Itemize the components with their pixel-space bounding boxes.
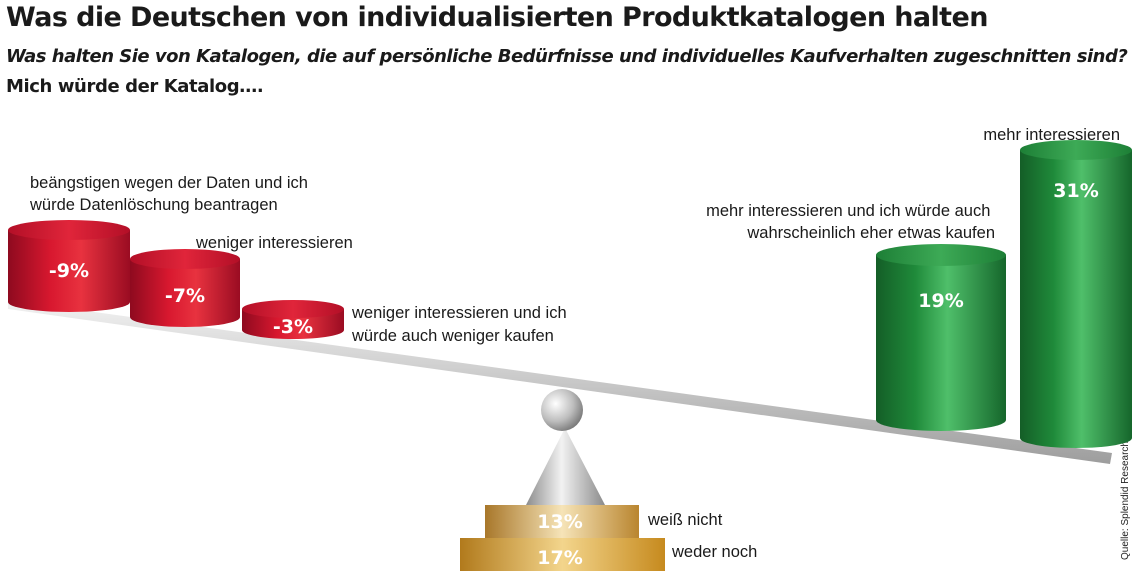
- chart-title: Was die Deutschen von individualisierten…: [6, 2, 988, 33]
- bar-negative-3: -3%: [242, 300, 344, 339]
- category-label-positive-2: mehr interessieren: [983, 126, 1120, 144]
- bar-positive-1: 19%: [876, 244, 1006, 431]
- data-label-negative-2: -7%: [165, 285, 205, 307]
- data-label-neutral-1: 13%: [537, 511, 582, 533]
- data-label-negative-1: -9%: [49, 260, 89, 282]
- data-label-positive-1: 19%: [918, 290, 963, 312]
- category-label-positive-1: mehr interessieren und ich würde auch wa…: [706, 202, 995, 242]
- pedestal-bar-weiss-nicht: [485, 505, 639, 538]
- pivot-ball: [541, 389, 583, 431]
- data-label-neutral-2: 17%: [537, 547, 582, 569]
- seesaw-beam: [8, 300, 1112, 464]
- category-label-negative-1: beängstigen wegen der Daten und ich würd…: [29, 174, 313, 214]
- bar-negative-1: -9%: [8, 220, 130, 312]
- category-label-negative-2: weniger interessieren: [195, 234, 353, 252]
- bar-positive-2: 31%: [1020, 140, 1132, 448]
- chart-question-prompt: Mich würde der Katalog….: [6, 76, 264, 97]
- pedestal-bar-weder-noch: [460, 538, 665, 571]
- pedestal: [460, 389, 665, 571]
- pivot-cone: [526, 428, 605, 505]
- category-label-neutral-1: weiß nicht: [647, 511, 723, 529]
- category-label-negative-3: weniger interessieren und ich würde auch…: [351, 304, 571, 345]
- category-label-neutral-2: weder noch: [671, 543, 757, 561]
- bar-negative-2: -7%: [130, 249, 240, 327]
- chart-question: Was halten Sie von Katalogen, die auf pe…: [6, 46, 1128, 67]
- data-label-positive-2: 31%: [1053, 180, 1098, 202]
- data-label-negative-3: -3%: [273, 316, 313, 338]
